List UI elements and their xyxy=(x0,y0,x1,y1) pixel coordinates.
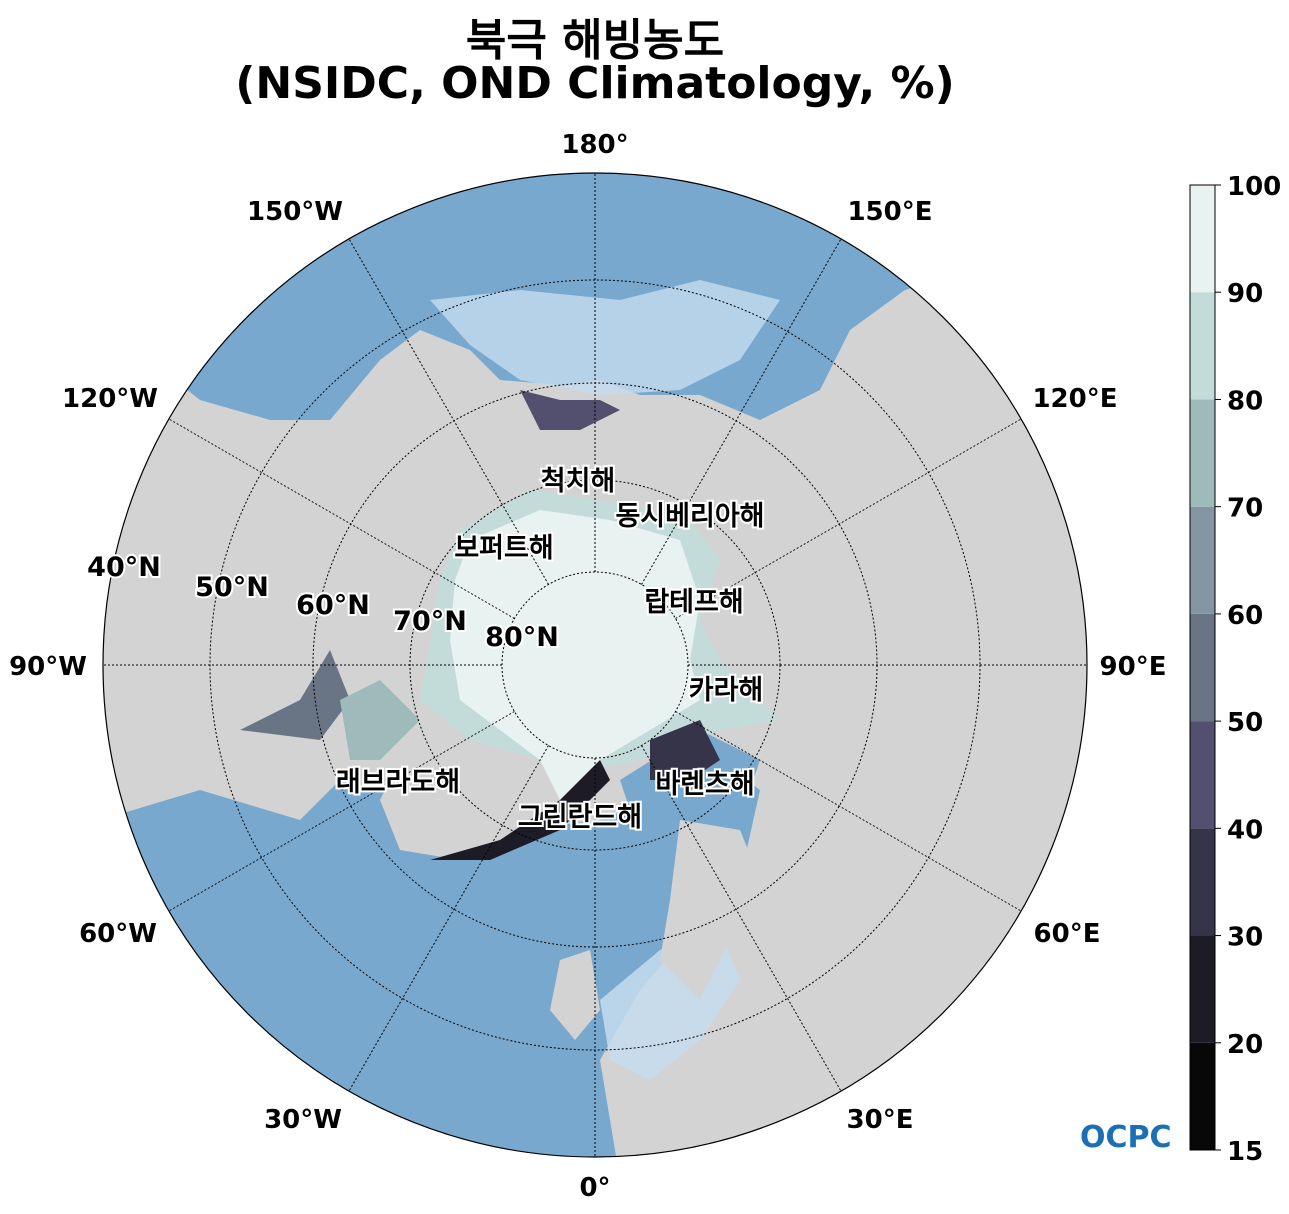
colorbar-segment xyxy=(1190,828,1215,936)
colorbar-tick-label: 30 xyxy=(1227,923,1263,953)
colorbar-segment xyxy=(1190,399,1215,507)
meridian-label: 150°W xyxy=(247,197,343,227)
meridian-label: 150°E xyxy=(847,197,932,227)
sea-label: 동시베리아해 xyxy=(615,501,764,532)
sea-label: 래브라도해 xyxy=(336,767,460,798)
sea-label: 보퍼트해 xyxy=(454,533,553,564)
parallel-label: 50°N xyxy=(195,572,269,603)
colorbar-tick-label: 60 xyxy=(1227,601,1263,631)
colorbar: 15 20 30 40 50 60 70 80 90 100 xyxy=(1189,172,1281,1167)
title-line-2: (NSIDC, OND Climatology, %) xyxy=(235,58,955,109)
scandinavia xyxy=(660,820,760,1000)
meridian-line xyxy=(168,711,515,912)
colorbar-tick-label: 20 xyxy=(1227,1030,1263,1060)
meridian-label: 30°W xyxy=(264,1105,342,1135)
colorbar-segment xyxy=(1190,506,1215,614)
colorbar-segment xyxy=(1190,292,1215,400)
meridian-line xyxy=(675,711,1022,912)
meridian-label: 120°W xyxy=(62,384,158,414)
parallel-label: 80°N xyxy=(485,622,559,653)
colorbar-frame xyxy=(1189,184,1216,1151)
meridian-line xyxy=(348,238,549,585)
colorbar-tick-label: 40 xyxy=(1227,815,1263,845)
parallel-label: 60°N xyxy=(296,590,370,621)
parallel-label: 70°N xyxy=(393,606,467,637)
bering-shelf xyxy=(430,280,780,395)
colorbar-segment xyxy=(1190,613,1215,722)
meridian-line xyxy=(675,418,1022,619)
meridian-label: 0° xyxy=(579,1173,610,1203)
barents-sea xyxy=(620,730,760,840)
meridian-label: 60°E xyxy=(1034,919,1101,949)
map-area xyxy=(103,173,1087,1157)
colorbar-tick-label: 70 xyxy=(1227,494,1263,524)
colorbar-tick-label: 90 xyxy=(1227,279,1263,309)
colorbar-tick-label: 100 xyxy=(1227,172,1281,202)
sea-label: 척치해 xyxy=(541,466,616,497)
title-line-1: 북극 해빙농도 xyxy=(465,15,725,66)
british-isles xyxy=(550,950,600,1040)
meridian-line xyxy=(348,745,549,1092)
ocpc-logo: OCPC xyxy=(1080,1120,1172,1155)
colorbar-segment xyxy=(1190,1042,1215,1150)
sea-label: 랍테프해 xyxy=(644,587,743,618)
ice-edge-barents xyxy=(650,720,720,780)
meridian-label: 30°E xyxy=(847,1105,914,1135)
ice-baffin xyxy=(340,680,420,760)
colorbar-tick-label: 50 xyxy=(1227,708,1263,738)
ice-edge-hudson xyxy=(240,650,350,740)
colorbar-segment xyxy=(1190,185,1215,293)
sea-label: 바렌츠해 xyxy=(655,769,754,800)
meridian-label: 180° xyxy=(561,130,628,160)
sea-label: 카라해 xyxy=(689,675,764,706)
colorbar-segment xyxy=(1190,721,1215,829)
meridian-line xyxy=(641,745,842,1092)
meridian-line xyxy=(641,238,842,585)
colorbar-segment xyxy=(1190,935,1215,1043)
meridian-line xyxy=(168,418,515,619)
colorbar-tick-label: 80 xyxy=(1227,386,1263,416)
colorbar-tick-label: 15 xyxy=(1227,1137,1263,1167)
meridian-label: 60°W xyxy=(79,919,157,949)
sea-label: 그린란드해 xyxy=(518,802,642,833)
parallel-label: 40°N xyxy=(87,552,161,583)
graticule xyxy=(103,173,1087,1157)
map-boundary xyxy=(102,172,1088,1158)
ice-edge-greenland-sea xyxy=(430,760,610,860)
meridian-label: 90°E xyxy=(1100,652,1167,682)
meridian-label: 90°W xyxy=(9,652,87,682)
meridian-label: 120°E xyxy=(1032,384,1117,414)
